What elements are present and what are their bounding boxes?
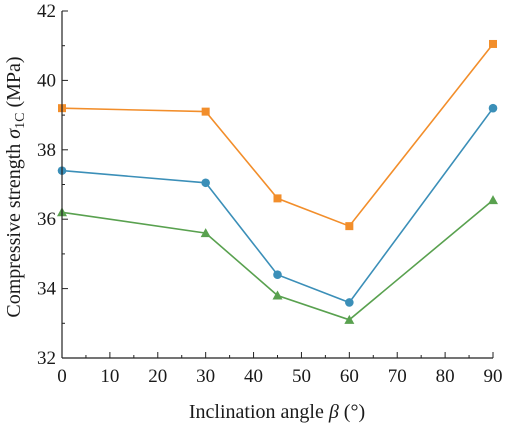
x-tick-label: 90 bbox=[484, 366, 503, 387]
data-point-square bbox=[201, 107, 210, 116]
data-point-triangle bbox=[488, 195, 498, 205]
series-1 bbox=[58, 39, 497, 231]
series-line bbox=[61, 199, 494, 321]
data-point-triangle bbox=[344, 314, 355, 324]
data-point-square bbox=[345, 222, 354, 231]
data-point-circle bbox=[201, 178, 210, 188]
x-axis-title: Inclination angle β (°) bbox=[189, 401, 365, 423]
axes: 0 10 20 30 40 50 60 70 80 90 32 34 36 38 40 42 bbox=[37, 1, 503, 387]
x-tick-label: 30 bbox=[196, 366, 215, 387]
data-point-square bbox=[489, 39, 497, 48]
x-tick-label: 60 bbox=[340, 366, 359, 387]
data-point-triangle bbox=[200, 228, 211, 238]
data-point-triangle bbox=[272, 290, 283, 300]
x-tick-label: 80 bbox=[436, 366, 455, 387]
x-tick-label: 50 bbox=[292, 366, 311, 387]
y-tick-label: 42 bbox=[37, 1, 56, 22]
y-tick-label: 32 bbox=[37, 348, 56, 369]
data-point-circle bbox=[345, 298, 354, 307]
data-point-circle bbox=[488, 103, 498, 113]
y-tick-label: 38 bbox=[37, 140, 56, 161]
y-axis-title: Compressive strength σ1C (MPa) bbox=[3, 56, 28, 317]
x-tick-label: 0 bbox=[57, 366, 67, 387]
data-point-square bbox=[273, 194, 282, 203]
x-tick-label: 70 bbox=[388, 366, 407, 387]
series-2 bbox=[57, 103, 498, 307]
x-tick-label: 40 bbox=[244, 366, 263, 387]
x-tick-label: 10 bbox=[100, 366, 119, 387]
plot-area bbox=[57, 39, 498, 324]
series-3 bbox=[57, 195, 498, 324]
y-tick-label: 40 bbox=[37, 70, 56, 91]
y-tick-label: 34 bbox=[37, 279, 57, 300]
data-point-circle bbox=[273, 270, 282, 280]
x-tick-label: 20 bbox=[148, 366, 167, 387]
y-tick-label: 36 bbox=[37, 209, 56, 230]
